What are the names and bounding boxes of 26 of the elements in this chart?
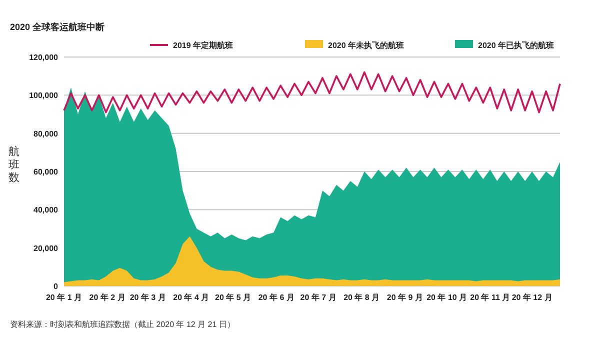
x-tick-label: 20 年 5 月 <box>215 293 252 302</box>
chart-title: 2020 全球客运航班中断 <box>10 22 105 32</box>
legend-label: 2020 年未执飞的航班 <box>328 40 404 50</box>
x-tick-label: 20 年 2 月 <box>89 293 126 302</box>
text: 资料来源：时刻表和航班追踪数据（截止 2020 年 12 月 21 日） <box>10 320 235 329</box>
y-tick-label: 100,000 <box>29 91 59 100</box>
x-tick-label: 20 年 6 月 <box>258 293 294 302</box>
x-tick-label: 20 年 3 月 <box>130 293 166 302</box>
x-tick-label: 20 年 8 月 <box>344 293 380 302</box>
legend-label: 2020 年已执飞的航班 <box>478 40 554 50</box>
y-tick-label: 60,000 <box>34 168 59 176</box>
y-tick-label: 80,000 <box>34 129 59 138</box>
x-tick-label: 20 年 7 月 <box>300 293 336 302</box>
y-tick-label: 120,000 <box>29 53 59 62</box>
x-tick-label: 20 年 4 月 <box>173 293 210 302</box>
x-tick-label: 20 年 9 月 <box>386 293 423 302</box>
legend-label: 2019 年定期航班 <box>173 40 234 50</box>
y-tick-label: 40,000 <box>34 206 59 215</box>
x-tick-label: 20 年 11 月 <box>470 293 510 302</box>
line-series <box>63 71 561 114</box>
x-tick-label: 20 年 12 月 <box>512 293 552 302</box>
y-tick-label: 20,000 <box>34 244 59 253</box>
y-tick-label: 0 <box>54 282 59 291</box>
y-axis-title: 航班数 <box>8 145 20 184</box>
x-tick-label: 20 年 1 月 <box>46 293 82 302</box>
x-tick-label: 20 年 10 月 <box>426 293 468 302</box>
